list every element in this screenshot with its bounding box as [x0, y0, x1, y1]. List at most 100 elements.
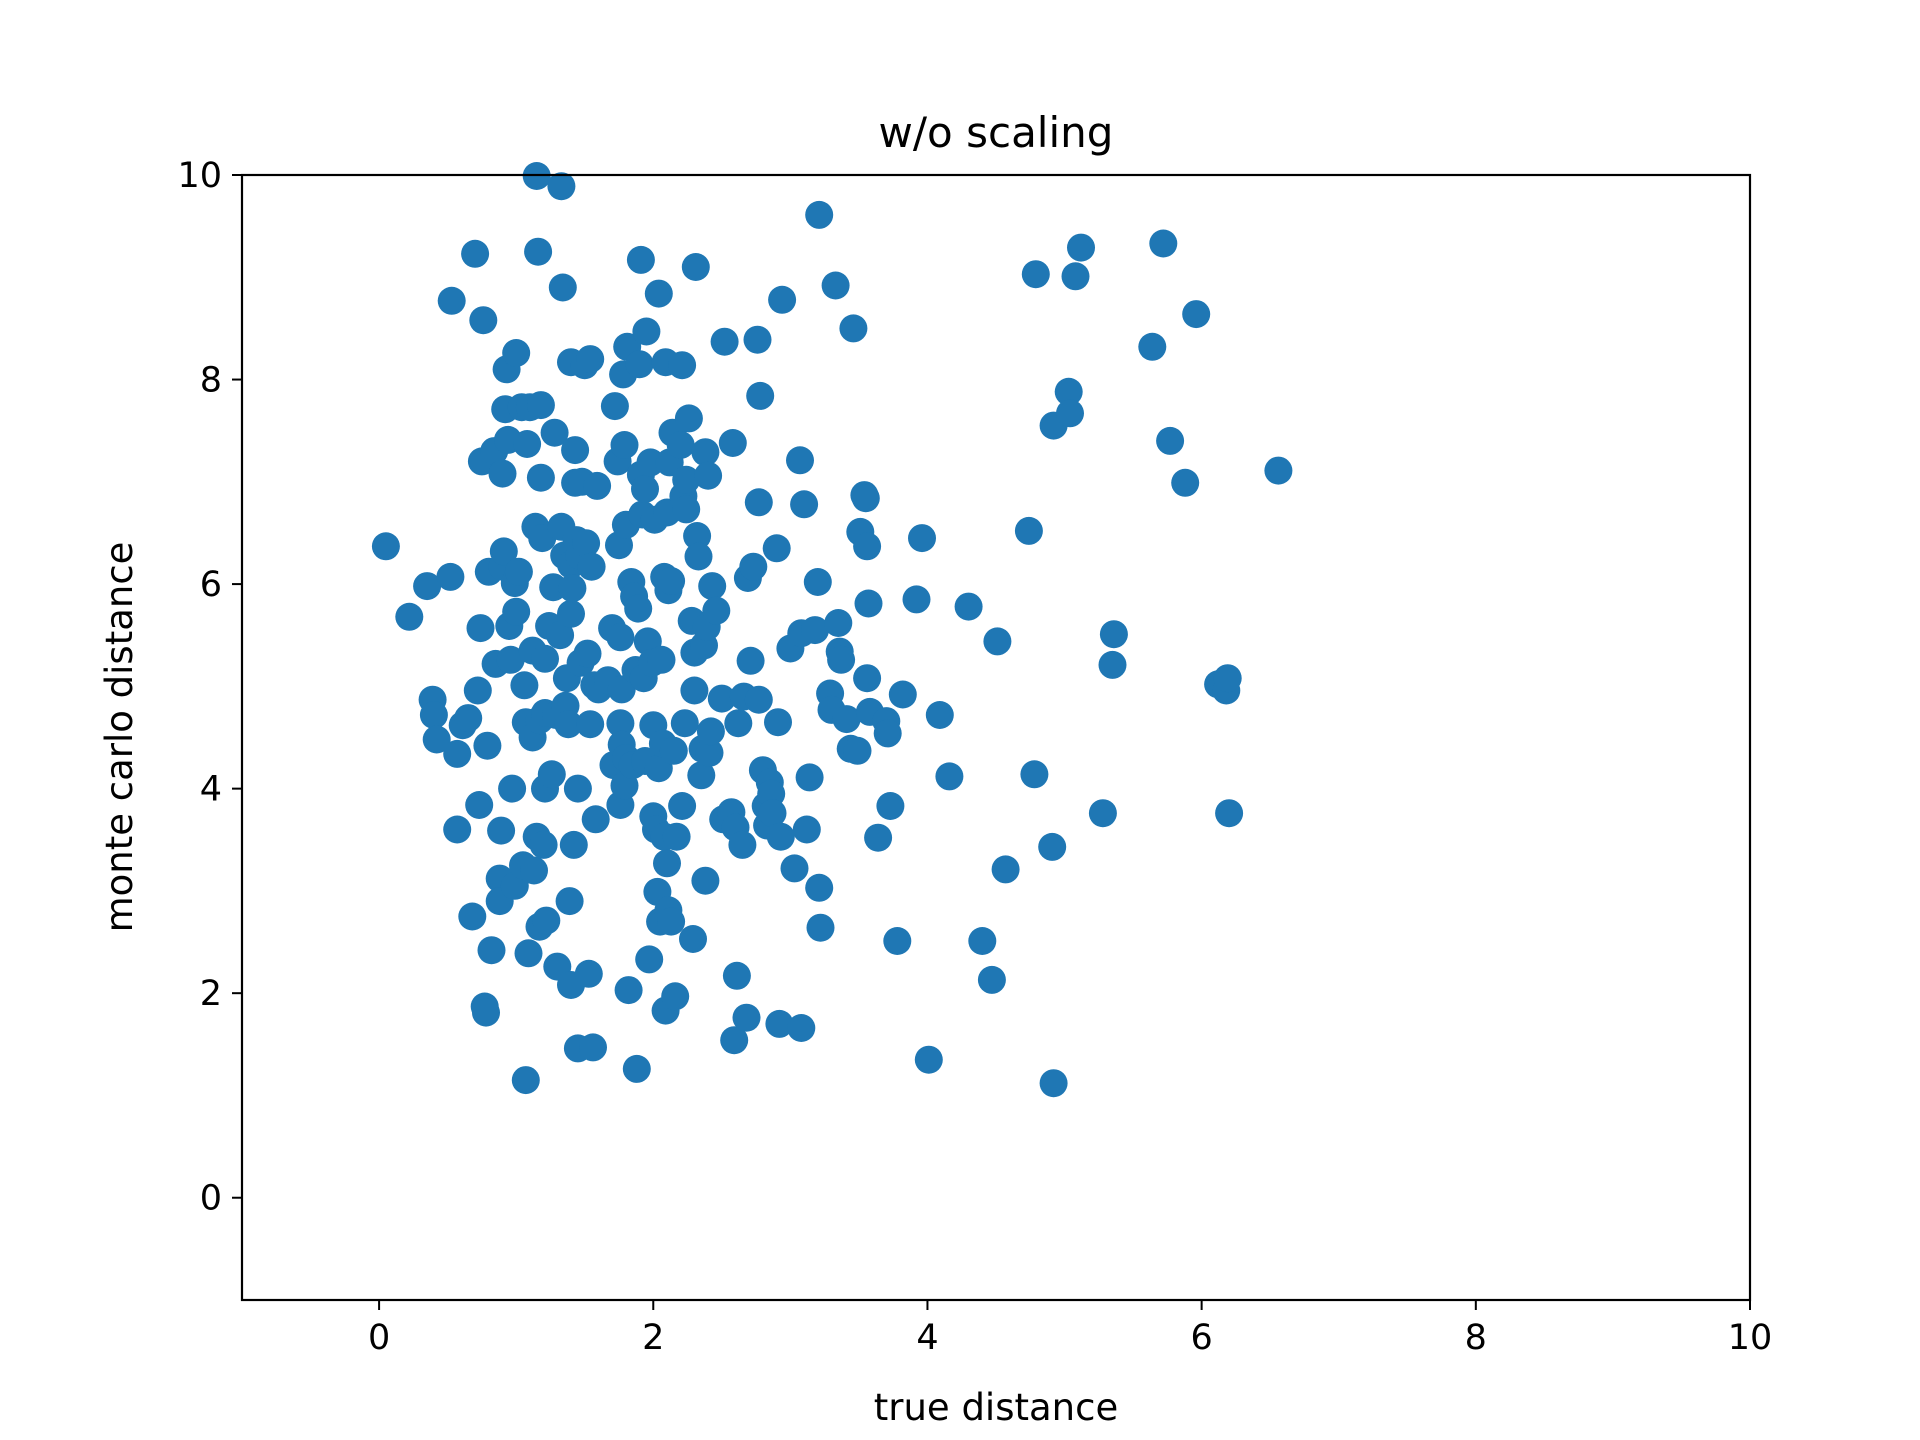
scatter-point [514, 939, 543, 968]
scatter-point [1149, 229, 1178, 258]
scatter-point [672, 465, 701, 494]
scatter-point [606, 623, 635, 652]
scatter-point [465, 791, 494, 819]
scatter-point [765, 1009, 794, 1038]
scatter-point [746, 381, 775, 410]
scatter-point [624, 594, 653, 623]
scatter-point [555, 887, 584, 916]
scatter-point [672, 495, 701, 524]
scatter-point [902, 585, 931, 614]
scatter-point [524, 237, 553, 266]
scatter-point [736, 646, 765, 675]
scatter-point [626, 245, 655, 274]
scatter-point [526, 391, 555, 420]
scatter-point [443, 815, 472, 844]
scatter-point [935, 762, 964, 791]
scatter-point [659, 736, 688, 765]
scatter-point [581, 805, 610, 834]
scatter-point [744, 488, 773, 517]
scatter-point [801, 616, 829, 645]
scatter-point [764, 708, 792, 737]
x-tick-label: 6 [1190, 1318, 1212, 1358]
scatter-point [458, 902, 487, 931]
scatter-point [579, 1033, 607, 1062]
scatter-point [670, 709, 699, 738]
scatter-point [983, 627, 1012, 656]
x-tick-label: 8 [1465, 1318, 1487, 1358]
scatter-point [925, 701, 954, 729]
scatter-point [806, 913, 835, 942]
scatter-point [724, 709, 753, 738]
scatter-point [668, 792, 697, 820]
x-axis-ticks: 0 2 4 6 8 10 [368, 1300, 1772, 1358]
scatter-point [739, 552, 768, 581]
scatter-point [694, 461, 723, 490]
x-axis-label: true distance [874, 1386, 1118, 1429]
scatter-point [792, 815, 821, 844]
scatter-point [768, 285, 797, 314]
scatter-point [718, 429, 747, 457]
scatter-point [610, 431, 639, 459]
scatter-point [647, 645, 676, 674]
scatter-point [832, 705, 861, 734]
scatter-point [1264, 456, 1293, 485]
scatter-point [1054, 377, 1083, 406]
scatter-point [614, 976, 643, 1005]
scatter-point [691, 438, 720, 467]
y-tick-label: 8 [200, 361, 222, 401]
scatter-point [371, 532, 400, 561]
chart-title: w/o scaling [879, 108, 1114, 157]
scatter-point [1213, 664, 1242, 693]
x-tick-label: 10 [1728, 1318, 1773, 1358]
scatter-point [463, 676, 492, 705]
scatter-point [635, 945, 664, 974]
scatter-point [908, 524, 936, 553]
y-axis-label: monte carlo distance [98, 542, 141, 933]
scatter-point [732, 1003, 761, 1032]
scatter-point [1171, 468, 1200, 497]
scatter-point [454, 704, 483, 733]
scatter-point [540, 418, 569, 447]
scatter-point [600, 392, 629, 421]
scatter-point [577, 552, 606, 581]
scatter-point [531, 644, 559, 673]
scatter-point [477, 936, 506, 965]
scatter-point [743, 325, 772, 354]
scatter-point [489, 537, 518, 566]
scatter-point [683, 522, 712, 550]
scatter-point [1020, 760, 1049, 789]
scatter-point [864, 823, 893, 852]
scatter-point [787, 1014, 816, 1042]
scatter-point [702, 596, 731, 625]
scatter-point [631, 475, 659, 503]
scatter-point [851, 484, 880, 513]
scatter-point [657, 907, 686, 936]
data-points [371, 162, 1293, 1098]
y-axis-ticks: 0 2 4 6 8 10 [177, 156, 242, 1219]
scatter-point [666, 431, 695, 459]
scatter-point [991, 855, 1020, 884]
scatter-point [790, 490, 819, 519]
scatter-point [443, 739, 472, 768]
scatter-point [853, 532, 882, 561]
scatter-point [762, 534, 791, 563]
scatter-point [888, 680, 917, 709]
scatter-point [914, 1045, 943, 1074]
scatter-point [843, 736, 872, 765]
scatter-point [558, 574, 587, 603]
scatter-point [968, 927, 997, 955]
scatter-point [469, 306, 498, 335]
scatter-point [728, 830, 757, 859]
scatter-point [547, 172, 576, 201]
scatter-point [758, 799, 787, 828]
scatter-point [695, 738, 724, 767]
scatter-point [529, 830, 558, 859]
y-tick-label: 10 [177, 156, 222, 196]
scatter-point [1156, 426, 1185, 455]
scatter-point [657, 567, 686, 595]
scatter-point [520, 856, 548, 885]
scatter-point [780, 854, 809, 883]
y-tick-label: 6 [200, 565, 222, 605]
scatter-point [653, 849, 681, 878]
scatter-point [827, 645, 856, 674]
